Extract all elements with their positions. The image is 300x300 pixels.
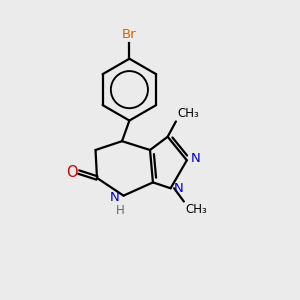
Text: N: N	[190, 152, 200, 165]
Text: N: N	[174, 182, 184, 195]
Text: CH₃: CH₃	[185, 203, 207, 216]
Text: CH₃: CH₃	[177, 107, 199, 120]
Text: H: H	[116, 205, 125, 218]
Text: Br: Br	[122, 28, 137, 41]
Text: N: N	[110, 190, 120, 204]
Text: O: O	[66, 165, 77, 180]
